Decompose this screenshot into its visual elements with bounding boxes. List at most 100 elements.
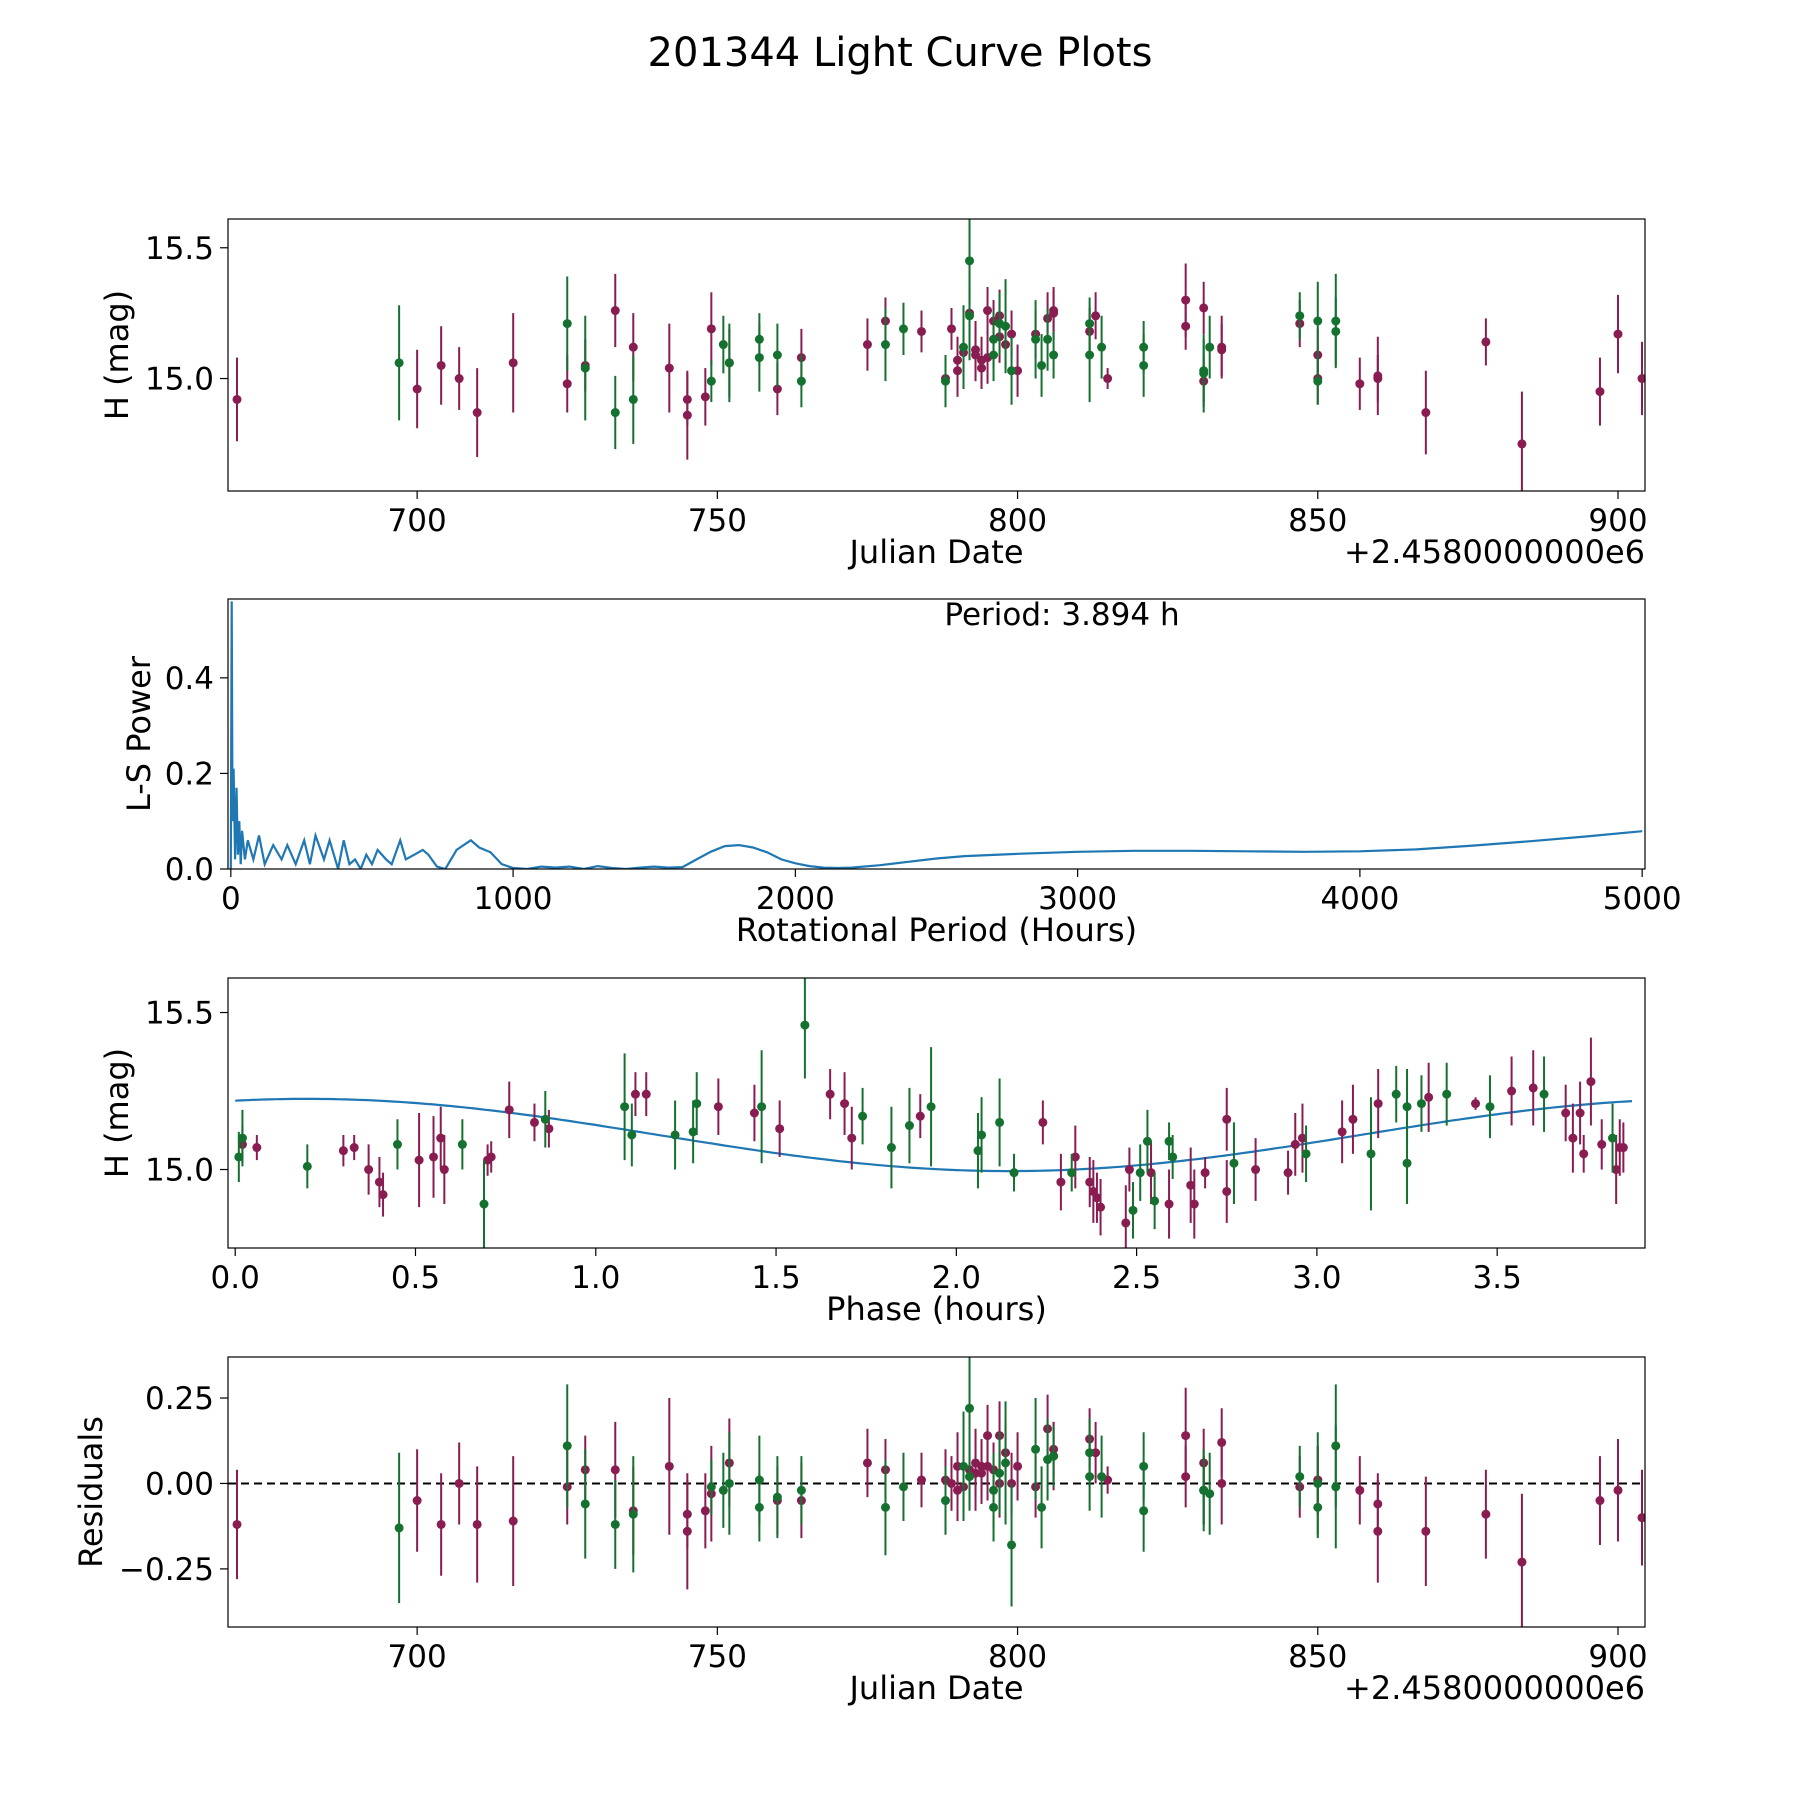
data-point (627, 1130, 637, 1140)
data-point (688, 1127, 698, 1137)
data-point (965, 1472, 975, 1482)
data-point (479, 1199, 489, 1209)
data-point (1637, 1513, 1645, 1523)
data-point (1189, 1199, 1199, 1209)
data-point (1067, 1168, 1077, 1178)
data-point (825, 1089, 835, 1099)
light-curve-plot-area (232, 219, 1645, 491)
data-point (995, 1468, 1005, 1478)
data-point (436, 360, 446, 370)
data-point (1139, 360, 1149, 370)
data-point (1009, 1168, 1019, 1178)
data-point (1313, 1502, 1323, 1512)
data-point (965, 256, 975, 266)
phase-plot-xtick-label: 2.0 (932, 1260, 981, 1296)
data-point (1517, 439, 1527, 449)
data-point (562, 319, 572, 329)
data-point (1561, 1108, 1571, 1118)
data-point (953, 366, 963, 376)
data-point (394, 1523, 404, 1533)
data-point (232, 1519, 242, 1529)
periodogram-ytick-label: 0.0 (165, 852, 214, 888)
data-point (800, 1020, 810, 1030)
data-point (234, 1152, 244, 1162)
data-point (1085, 319, 1095, 329)
data-point (562, 379, 572, 389)
data-point (1049, 350, 1059, 360)
data-point (1337, 1127, 1347, 1137)
data-point (1421, 1526, 1431, 1536)
data-point (1355, 1485, 1365, 1495)
residuals-ytick-label: 0.25 (145, 1381, 214, 1417)
data-point (1539, 1089, 1549, 1099)
data-point (1085, 1177, 1095, 1187)
light-curve-series-band-A (232, 263, 1645, 491)
data-point (412, 1496, 422, 1506)
data-point (926, 1102, 936, 1112)
phase-plot-xlabel: Phase (hours) (826, 1290, 1047, 1328)
residuals-series-band-B (394, 1357, 1341, 1607)
data-point (628, 1509, 638, 1519)
data-point (1128, 1205, 1138, 1215)
residuals-xtick-label: 800 (988, 1639, 1047, 1675)
data-point (847, 1133, 857, 1143)
data-point (1103, 374, 1113, 384)
model-curve (235, 1097, 1633, 1173)
data-point (1013, 1461, 1023, 1471)
data-point (1135, 1168, 1145, 1178)
data-point (232, 394, 242, 404)
light-curve-xtick-label: 800 (988, 503, 1047, 539)
data-point (1595, 1496, 1605, 1506)
phase-plot-xtick-label: 1.5 (751, 1260, 800, 1296)
data-point (562, 1441, 572, 1451)
data-point (1586, 1077, 1596, 1087)
residuals-panel: 700 750 800 850 900 −0.25 0.00 0.25 Julian Date R… (72, 1356, 1648, 1707)
data-point (620, 1102, 630, 1112)
data-point (1331, 316, 1341, 326)
data-point (1595, 387, 1605, 397)
data-point (1146, 1168, 1156, 1178)
data-point (1348, 1114, 1358, 1124)
data-point (706, 1482, 716, 1492)
data-point (1391, 1089, 1401, 1099)
data-point (1181, 1472, 1191, 1482)
phase-plot-xtick-label: 0.0 (211, 1260, 260, 1296)
data-point (670, 1130, 680, 1140)
data-point (1618, 1143, 1628, 1153)
data-point (1507, 1086, 1517, 1096)
data-point (1442, 1089, 1452, 1099)
data-point (916, 326, 926, 336)
periodogram-line (229, 601, 1643, 869)
data-point (1001, 321, 1011, 331)
light-curve-series-band-B (394, 219, 1341, 450)
figure-title: 201344 Light Curve Plots (648, 30, 1153, 76)
data-point (971, 345, 981, 355)
data-point (436, 1519, 446, 1529)
data-point (1037, 360, 1047, 370)
data-point (898, 324, 908, 334)
data-point (1402, 1158, 1412, 1168)
periodogram-xtick-label: 1000 (474, 881, 553, 917)
periodogram-annotation: Period: 3.894 h (944, 597, 1179, 633)
data-point (1217, 342, 1227, 352)
data-point (1608, 1133, 1618, 1143)
data-point (989, 1485, 999, 1495)
data-point (1091, 311, 1101, 321)
data-point (454, 374, 464, 384)
data-point (1313, 316, 1323, 326)
data-point (983, 306, 993, 316)
data-point (772, 1492, 782, 1502)
data-point (916, 1475, 926, 1485)
data-point (454, 1478, 464, 1488)
data-point (1251, 1165, 1261, 1175)
residuals-xtick-label: 900 (1588, 1639, 1647, 1675)
data-point (508, 358, 518, 368)
periodogram-panel: 0 1000 2000 3000 4000 5000 0.0 0.2 0.4 Rotational… (120, 597, 1682, 949)
data-point (724, 1478, 734, 1488)
data-point (880, 340, 890, 350)
data-point (1121, 1218, 1131, 1228)
data-point (989, 334, 999, 344)
data-point (529, 1117, 539, 1127)
phase-plot-ytick-label: 15.0 (145, 1153, 214, 1189)
data-point (977, 1130, 987, 1140)
